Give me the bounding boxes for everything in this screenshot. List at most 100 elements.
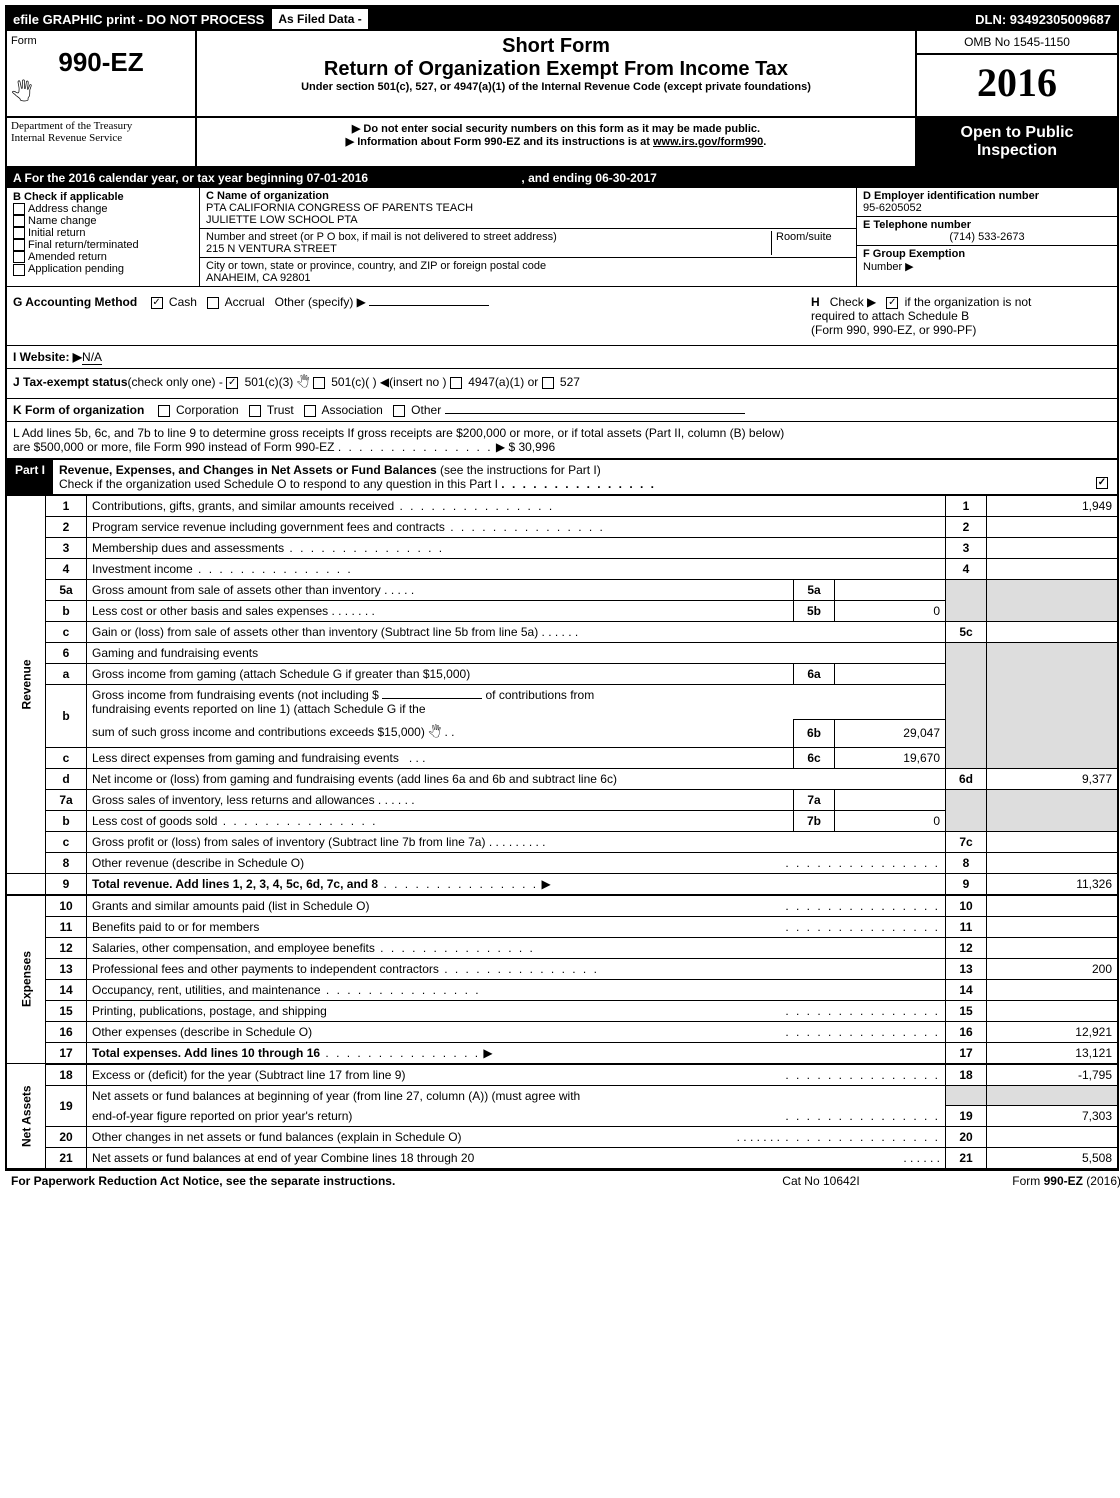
k-opt2: Association <box>321 403 382 417</box>
ln-7b-sub: 7b <box>794 810 835 831</box>
part-i-header: Part I Revenue, Expenses, and Changes in… <box>7 460 1117 495</box>
b-item-0: Address change <box>28 203 108 215</box>
c-name-row: C Name of organization PTA CALIFORNIA CO… <box>200 188 856 229</box>
open-public-1: Open to Public <box>923 124 1111 142</box>
i-value: N/A <box>82 350 102 365</box>
ln-10-no: 10 <box>46 895 87 917</box>
footer: For Paperwork Reduction Act Notice, see … <box>5 1171 1120 1191</box>
ln-4-val <box>987 559 1118 580</box>
c-city-row: City or town, state or province, country… <box>200 258 856 286</box>
cb-amended[interactable] <box>13 251 25 263</box>
cb-initial[interactable] <box>13 227 25 239</box>
g-accrual: Accrual <box>225 295 265 309</box>
footer-left: For Paperwork Reduction Act Notice, see … <box>11 1174 721 1188</box>
h-text2: required to attach Schedule B <box>811 309 969 323</box>
cb-cash[interactable] <box>151 297 163 309</box>
ln-13-col: 13 <box>946 958 987 979</box>
cb-accrual[interactable] <box>207 297 219 309</box>
lines-table: Revenue 1 Contributions, gifts, grants, … <box>7 495 1117 1169</box>
cb-final[interactable] <box>13 239 25 251</box>
cb-pending[interactable] <box>13 264 25 276</box>
ln-13-desc: Professional fees and other payments to … <box>92 962 439 976</box>
cb-trust[interactable] <box>249 405 261 417</box>
ln-5a-no: 5a <box>46 580 87 601</box>
d-tel: (714) 533-2673 <box>863 231 1111 243</box>
cb-4947[interactable] <box>450 377 462 389</box>
j-text: (check only one) - <box>128 375 223 389</box>
ln-6a-desc: Gross income from gaming (attach Schedul… <box>92 667 470 681</box>
ln-16-col: 16 <box>946 1021 987 1042</box>
dept-treasury: Department of the Treasury Internal Reve… <box>7 118 197 166</box>
ln-3-val <box>987 538 1118 559</box>
j-opt1: 501(c)(3) <box>245 375 294 389</box>
section-d: D Employer identification number 95-6205… <box>857 188 1117 286</box>
k-opt1: Trust <box>267 403 294 417</box>
ln-7c-desc: Gross profit or (loss) from sales of inv… <box>92 835 485 849</box>
ln-11-no: 11 <box>46 916 87 937</box>
d-group-row: F Group Exemption Number ▶ <box>857 246 1117 275</box>
ln-6c-desc: Less direct expenses from gaming and fun… <box>92 751 399 765</box>
j-opt2: 501(c)( ) <box>331 375 376 389</box>
ln-12-no: 12 <box>46 937 87 958</box>
ln-21-col: 21 <box>946 1148 987 1169</box>
ln-6d-no: d <box>46 768 87 789</box>
ln-7b-no: b <box>46 810 87 831</box>
ln-11-desc: Benefits paid to or for members <box>92 920 259 934</box>
side-revenue: Revenue <box>7 496 46 874</box>
cb-name-change[interactable] <box>13 215 25 227</box>
c-street: 215 N VENTURA STREET <box>206 243 771 255</box>
ln-8-desc: Other revenue (describe in Schedule O) <box>92 856 304 870</box>
side-netassets: Net Assets <box>7 1064 46 1169</box>
cb-501c[interactable] <box>313 377 325 389</box>
ln-19-col: 19 <box>946 1106 987 1127</box>
ending: , and ending 06-30-2017 <box>521 171 656 185</box>
cb-h[interactable] <box>886 297 898 309</box>
cb-corp[interactable] <box>158 405 170 417</box>
ln-14-col: 14 <box>946 979 987 1000</box>
ln-6-no: 6 <box>46 643 87 664</box>
info-about: ▶ Information about Form 990-EZ and its … <box>201 135 911 148</box>
ln-1-desc: Contributions, gifts, grants, and simila… <box>92 499 394 513</box>
section-c: C Name of organization PTA CALIFORNIA CO… <box>200 188 857 286</box>
ln-10-col: 10 <box>946 895 987 917</box>
h-text1: if the organization is not <box>905 295 1032 309</box>
k-opt3: Other <box>411 403 441 417</box>
section-i: I Website: ▶N/A <box>7 346 1117 369</box>
j-label: J Tax-exempt status <box>13 375 128 389</box>
header-right: OMB No 1545-1150 2016 <box>915 31 1117 116</box>
ln-20-col: 20 <box>946 1127 987 1148</box>
ln-7a-no: 7a <box>46 789 87 810</box>
ln-12-val <box>987 937 1118 958</box>
ln-11-val <box>987 916 1118 937</box>
b-item-1: Name change <box>28 215 97 227</box>
ln-14-val <box>987 979 1118 1000</box>
under-section: Under section 501(c), 527, or 4947(a)(1)… <box>201 81 911 93</box>
ln-6d-col: 6d <box>946 768 987 789</box>
ln-9-desc: Total revenue. Add lines 1, 2, 3, 4, 5c,… <box>92 877 378 891</box>
ln-18-val: -1,795 <box>987 1064 1118 1086</box>
ln-7c-no: c <box>46 831 87 852</box>
ln-1-col: 1 <box>946 496 987 517</box>
ln-19-desc1: Net assets or fund balances at beginning… <box>92 1089 580 1103</box>
cb-other[interactable] <box>393 405 405 417</box>
return-title: Return of Organization Exempt From Incom… <box>201 58 911 81</box>
section-j: J Tax-exempt status(check only one) - 50… <box>7 369 1117 399</box>
cb-part-i[interactable] <box>1096 477 1108 489</box>
ln-1-val: 1,949 <box>987 496 1118 517</box>
ln-15-no: 15 <box>46 1000 87 1021</box>
b-title: B Check if applicable <box>13 191 193 203</box>
ln-6a-sub: 6a <box>794 664 835 685</box>
section-g: G Accounting Method Cash Accrual Other (… <box>13 295 811 337</box>
ln-6b-sub: 6b <box>794 720 835 748</box>
cb-address-change[interactable] <box>13 203 25 215</box>
ln-2-desc: Program service revenue including govern… <box>92 520 445 534</box>
ln-21-val: 5,508 <box>987 1148 1118 1169</box>
cb-assoc[interactable] <box>304 405 316 417</box>
cb-527[interactable] <box>542 377 554 389</box>
ln-7c-val <box>987 831 1118 852</box>
cb-501c3[interactable] <box>226 377 238 389</box>
ln-17-no: 17 <box>46 1042 87 1064</box>
g-label: G Accounting Method <box>13 295 137 309</box>
ln-5b-no: b <box>46 601 87 622</box>
ln-6b-desc1: Gross income from fundraising events (no… <box>92 688 379 702</box>
